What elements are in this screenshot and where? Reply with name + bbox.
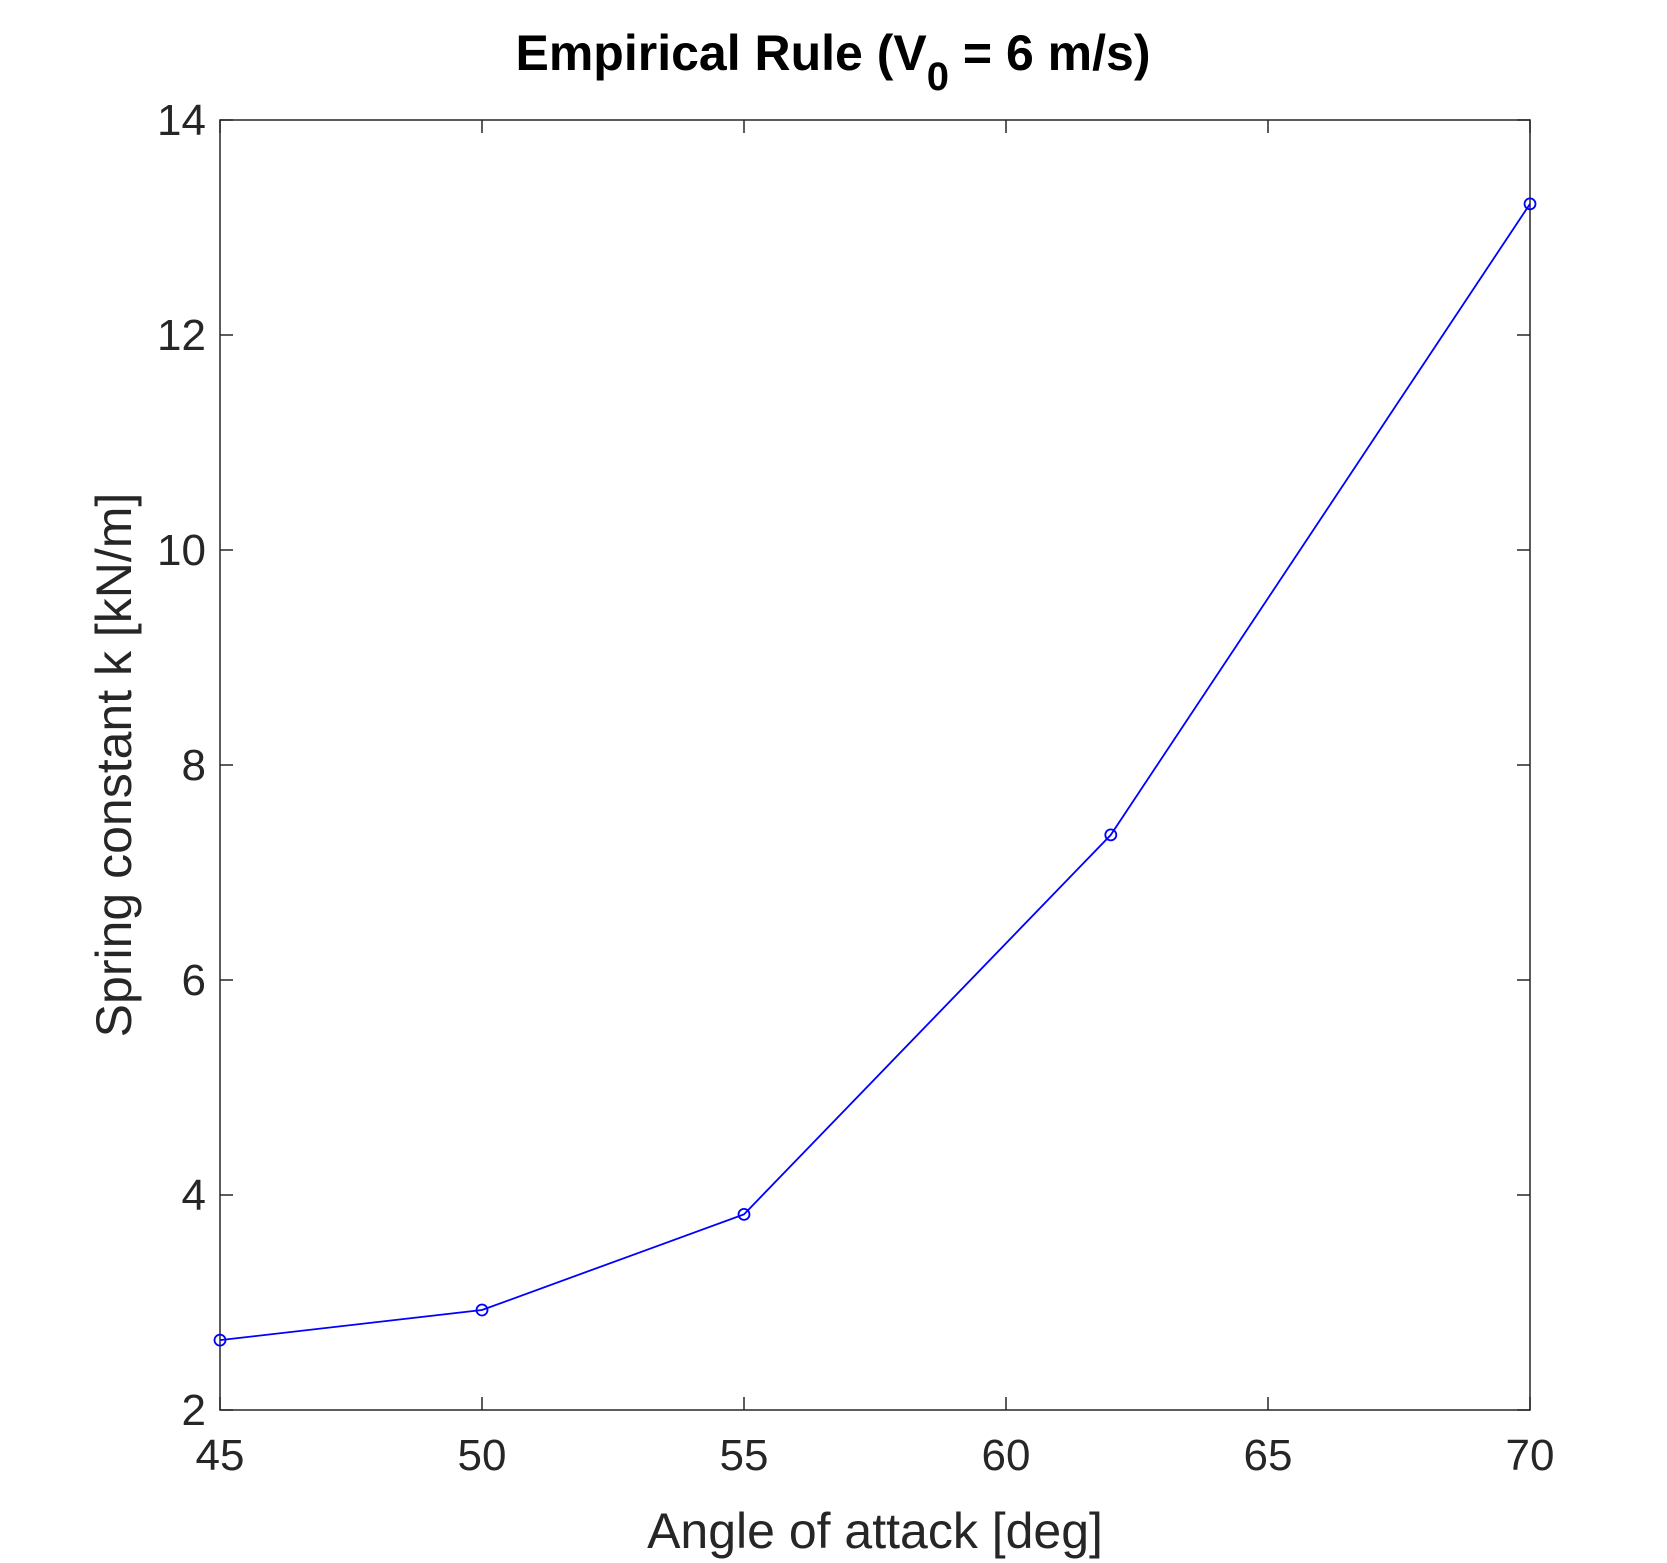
x-tick-label: 50 (458, 1431, 507, 1480)
x-axis-label: Angle of attack [deg] (647, 1503, 1103, 1559)
data-point-marker (1104, 828, 1118, 842)
plot-area (213, 119, 1537, 1411)
chart-title-subscript: 0 (927, 55, 949, 99)
chart-title-prefix: Empirical Rule (V (516, 25, 928, 81)
y-tick-label: 2 (182, 1386, 206, 1435)
y-tick-label: 10 (157, 526, 206, 575)
x-tick-label: 65 (1244, 1431, 1293, 1480)
data-point-marker (1523, 197, 1537, 211)
y-tick-label: 12 (157, 311, 206, 360)
x-tick-label: 60 (982, 1431, 1031, 1480)
y-tick-label: 4 (182, 1171, 206, 1220)
data-point-marker (213, 1333, 227, 1347)
y-tick-label: 8 (182, 741, 206, 790)
data-point-marker (475, 1303, 489, 1317)
x-tick-label: 45 (196, 1431, 245, 1480)
y-axis-label: Spring constant k [kN/m] (86, 493, 142, 1038)
chart-title-suffix: = 6 m/s) (949, 25, 1151, 81)
chart-title: Empirical Rule (V0 = 6 m/s) (516, 25, 1151, 99)
plot-frame (219, 119, 1531, 1411)
y-tick-labels: 2 4 6 8 10 12 14 (157, 96, 206, 1435)
series-layer (213, 197, 1537, 1347)
x-tick-labels: 45 50 55 60 65 70 (196, 1431, 1555, 1480)
x-tick-label: 70 (1506, 1431, 1555, 1480)
data-point-marker (737, 1207, 751, 1221)
y-tick-label: 6 (182, 956, 206, 1005)
y-tick-label: 14 (157, 96, 206, 145)
axis-ticks (219, 119, 1531, 1411)
x-tick-label: 55 (720, 1431, 769, 1480)
series-line (219, 203, 1531, 1342)
